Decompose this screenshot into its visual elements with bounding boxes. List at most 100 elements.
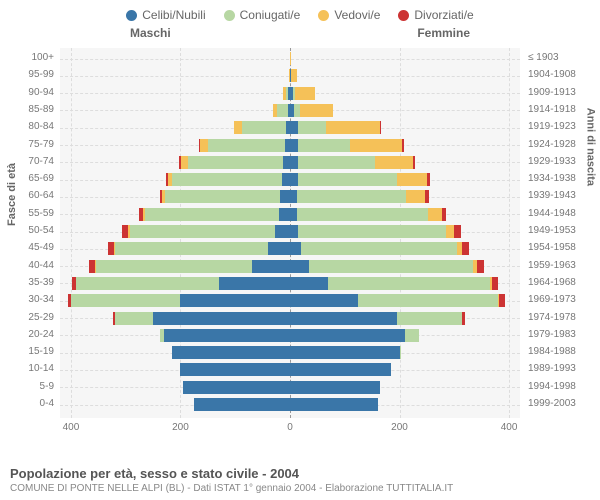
y-tick-age: 20-24 xyxy=(0,330,58,340)
y-tick-birth: 1989-1993 xyxy=(524,364,600,374)
pyramid-row xyxy=(60,86,520,101)
bar-segment xyxy=(446,225,454,238)
legend-label: Divorziati/e xyxy=(414,8,473,22)
bar-segment xyxy=(139,208,142,221)
bar-segment xyxy=(290,346,400,359)
pyramid-row xyxy=(60,51,520,66)
bar-segment xyxy=(425,190,428,203)
bar-segment xyxy=(462,242,469,255)
y-tick-age: 35-39 xyxy=(0,278,58,288)
bar-segment xyxy=(290,381,380,394)
bar-segment xyxy=(277,104,288,117)
bar-segment xyxy=(130,225,275,238)
bar-segment xyxy=(290,312,397,325)
y-tick-birth: 1939-1943 xyxy=(524,191,600,201)
y-tick-birth: 1964-1968 xyxy=(524,278,600,288)
y-tick-birth: 1979-1983 xyxy=(524,330,600,340)
bar-segment xyxy=(180,363,290,376)
y-tick-birth: ≤ 1903 xyxy=(524,53,600,63)
pyramid-row xyxy=(60,138,520,153)
bar-segment xyxy=(153,312,290,325)
y-tick-birth: 1944-1948 xyxy=(524,209,600,219)
bar-segment xyxy=(188,156,284,169)
bar-segment xyxy=(268,242,290,255)
legend-item: Divorziati/e xyxy=(398,8,473,22)
pyramid-row xyxy=(60,224,520,239)
bar-segment xyxy=(194,398,290,411)
bar-segment xyxy=(200,139,208,152)
bar-segment xyxy=(71,294,181,307)
legend-item: Celibi/Nubili xyxy=(126,8,205,22)
y-tick-age: 15-19 xyxy=(0,347,58,357)
bar-segment xyxy=(166,173,168,186)
chart: Maschi Femmine Fasce di età Anni di nasc… xyxy=(0,26,600,446)
y-tick-age: 100+ xyxy=(0,53,58,63)
bar-segment xyxy=(291,69,296,82)
bar-segment xyxy=(492,277,499,290)
bar-segment xyxy=(397,173,427,186)
bar-segment xyxy=(400,346,401,359)
bar-segment xyxy=(301,242,457,255)
bar-segment xyxy=(122,225,127,238)
y-tick-age: 50-54 xyxy=(0,226,58,236)
pyramid-row xyxy=(60,276,520,291)
bar-segment xyxy=(283,87,286,100)
bar-segment xyxy=(290,225,298,238)
footer-title: Popolazione per età, sesso e stato civil… xyxy=(10,466,590,481)
bar-segment xyxy=(113,312,115,325)
bar-segment xyxy=(162,190,165,203)
bar-segment xyxy=(300,104,333,117)
y-tick-age: 60-64 xyxy=(0,191,58,201)
y-tick-birth: 1919-1923 xyxy=(524,122,600,132)
x-tick: 0 xyxy=(287,422,293,433)
y-tick-age: 5-9 xyxy=(0,382,58,392)
pyramid-row xyxy=(60,172,520,187)
bar-segment xyxy=(375,156,413,169)
bar-segment xyxy=(380,121,381,134)
bar-segment xyxy=(115,242,268,255)
x-tick: 400 xyxy=(63,422,80,433)
y-tick-birth: 1974-1978 xyxy=(524,313,600,323)
bar-segment xyxy=(290,173,298,186)
pyramid-row xyxy=(60,328,520,343)
pyramid-row xyxy=(60,103,520,118)
pyramid-row xyxy=(60,362,520,377)
bar-segment xyxy=(290,294,358,307)
pyramid-row xyxy=(60,189,520,204)
bar-segment xyxy=(114,242,115,255)
x-tick: 200 xyxy=(172,422,189,433)
y-tick-birth: 1954-1958 xyxy=(524,243,600,253)
y-tick-age: 65-69 xyxy=(0,174,58,184)
pyramid-row xyxy=(60,311,520,326)
bar-segment xyxy=(397,312,463,325)
y-tick-age: 85-89 xyxy=(0,105,58,115)
bar-segment xyxy=(298,156,375,169)
y-tick-age: 30-34 xyxy=(0,295,58,305)
y-tick-birth: 1924-1928 xyxy=(524,140,600,150)
pyramid-row xyxy=(60,241,520,256)
bar-segment xyxy=(180,294,290,307)
bar-segment xyxy=(108,242,113,255)
y-tick-age: 0-4 xyxy=(0,399,58,409)
bar-segment xyxy=(234,121,242,134)
y-tick-age: 75-79 xyxy=(0,140,58,150)
bar-segment xyxy=(297,208,428,221)
bar-segment xyxy=(328,277,490,290)
bar-segment xyxy=(358,294,498,307)
y-tick-birth: 1999-2003 xyxy=(524,399,600,409)
bar-segment xyxy=(298,225,446,238)
x-tick: 400 xyxy=(501,422,518,433)
bar-segment xyxy=(181,156,188,169)
bar-segment xyxy=(242,121,286,134)
bar-segment xyxy=(499,294,504,307)
y-tick-age: 10-14 xyxy=(0,364,58,374)
x-tick: 200 xyxy=(391,422,408,433)
legend-label: Coniugati/e xyxy=(240,8,301,22)
y-tick-age: 45-49 xyxy=(0,243,58,253)
bar-segment xyxy=(275,225,290,238)
bar-segment xyxy=(172,173,282,186)
bar-segment xyxy=(405,329,419,342)
y-tick-birth: 1909-1913 xyxy=(524,88,600,98)
y-tick-birth: 1929-1933 xyxy=(524,157,600,167)
bar-segment xyxy=(68,294,71,307)
